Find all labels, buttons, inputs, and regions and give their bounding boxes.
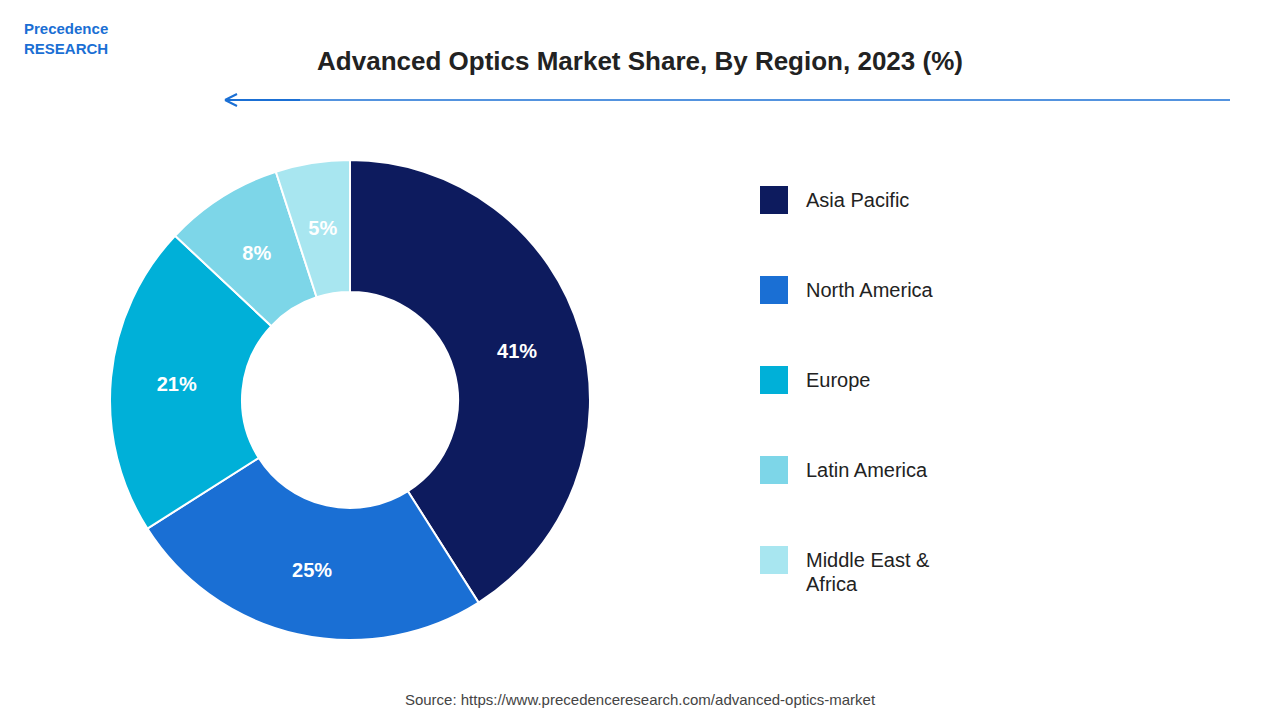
title: Advanced Optics Market Share, By Region,… (317, 46, 963, 76)
background (0, 0, 1280, 720)
data-label: 8% (242, 242, 271, 264)
legend-label: Middle East &Africa (806, 549, 930, 595)
donut-slice (276, 160, 350, 297)
data-label: 25% (292, 559, 332, 581)
legend-swatch (760, 186, 788, 214)
source: Source: https://www.precedenceresearch.c… (405, 691, 876, 708)
legend-swatch (760, 546, 788, 574)
legend: Asia Pacific North America Europe Latin Ame… (760, 186, 934, 595)
legend-swatch (760, 366, 788, 394)
logo-text: PrecedenceRESEARCH (24, 20, 108, 57)
data-label: 5% (308, 217, 337, 239)
legend-swatch (760, 456, 788, 484)
data-label: 21% (157, 373, 197, 395)
data-label: 41% (497, 340, 537, 362)
legend-swatch (760, 276, 788, 304)
legend-label: Europe (806, 369, 871, 391)
legend-label: Latin America (806, 459, 928, 481)
legend-label: Asia Pacific (806, 189, 909, 211)
legend-label: North America (806, 279, 934, 301)
donut (110, 160, 590, 640)
title-arrow (225, 94, 300, 106)
title-rule (230, 99, 1230, 101)
chart: PrecedenceRESEARCH Advanced Optics Market… (0, 0, 1280, 720)
